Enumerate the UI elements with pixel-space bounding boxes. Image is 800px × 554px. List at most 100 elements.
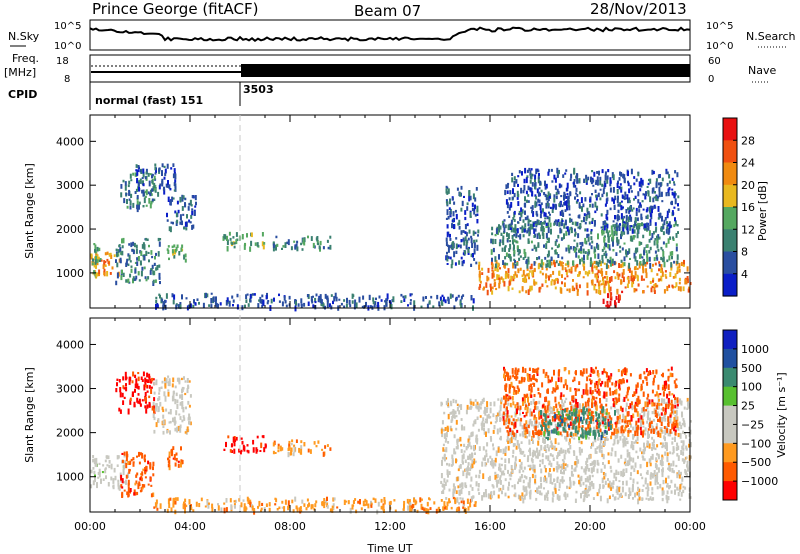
scatter-cell (162, 425, 165, 428)
scatter-cell (592, 466, 595, 472)
scatter-cell (600, 268, 603, 273)
scatter-cell (545, 449, 548, 453)
scatter-cell (554, 203, 557, 208)
scatter-cell (624, 492, 627, 497)
scatter-cell (486, 418, 488, 424)
scatter-cell (626, 452, 629, 458)
scatter-cell (167, 375, 170, 378)
scatter-cell (445, 188, 448, 194)
scatter-cell (644, 447, 646, 451)
scatter-cell (476, 244, 479, 251)
scatter-cell (94, 476, 96, 483)
scatter-cell (554, 416, 557, 422)
scatter-cell (188, 304, 190, 309)
scatter-cell (597, 281, 600, 287)
scatter-cell (260, 509, 262, 513)
scatter-cell (609, 187, 612, 193)
scatter-cell (495, 450, 498, 457)
scatter-cell (455, 415, 458, 418)
cpid-label: CPID (8, 88, 37, 101)
scatter-cell (557, 219, 560, 223)
scatter-cell (468, 472, 471, 476)
scatter-cell (555, 403, 558, 409)
scatter-cell (535, 246, 538, 252)
scatter-cell (459, 244, 462, 249)
scatter-cell (514, 376, 516, 379)
scatter-cell (153, 198, 156, 201)
scatter-cell (564, 435, 567, 440)
scatter-cell (586, 282, 589, 289)
scatter-cell (542, 233, 545, 239)
scatter-cell (450, 419, 453, 423)
scatter-cell (622, 468, 625, 472)
scatter-cell (445, 506, 448, 510)
scatter-cell (420, 503, 423, 510)
scatter-cell (537, 485, 540, 489)
scatter-cell (596, 280, 599, 283)
scatter-cell (516, 241, 519, 244)
scatter-cell (627, 429, 630, 433)
scatter-cell (669, 236, 672, 240)
scatter-cell (551, 247, 554, 250)
scatter-cell (675, 243, 678, 247)
scatter-cell (509, 190, 512, 195)
scatter-cell (629, 477, 632, 480)
scatter-cell (603, 437, 606, 441)
scatter-cell (642, 406, 645, 412)
scatter-cell (672, 276, 675, 279)
scatter-cell (115, 388, 118, 393)
scatter-cell (567, 205, 570, 208)
scatter-cell (495, 287, 498, 291)
scatter-cell (578, 271, 581, 275)
scatter-cell (119, 392, 122, 398)
scatter-cell (653, 284, 656, 287)
scatter-cell (402, 295, 405, 299)
scatter-cell (582, 276, 585, 279)
scatter-cell (485, 407, 488, 410)
scatter-cell (293, 444, 296, 448)
scatter-cell (531, 436, 534, 440)
scatter-cell (531, 271, 534, 277)
scatter-cell (555, 278, 557, 281)
scatter-cell (513, 181, 516, 187)
scatter-cell (288, 295, 291, 300)
scatter-cell (676, 403, 679, 407)
scatter-cell (629, 419, 632, 425)
colorbar-tick-label: 24 (741, 157, 755, 170)
scatter-cell (672, 446, 675, 451)
scatter-cell (578, 214, 581, 219)
scatter-cell (513, 233, 516, 237)
scatter-cell (247, 498, 250, 504)
scatter-cell (485, 408, 488, 413)
scatter-cell (686, 465, 689, 470)
scatter-cell (137, 372, 140, 375)
scatter-cell (134, 482, 137, 486)
scatter-cell (474, 197, 477, 202)
scatter-cell (510, 437, 513, 443)
scatter-cell (152, 492, 155, 497)
scatter-cell (679, 286, 682, 292)
scatter-cell (609, 286, 612, 292)
scatter-cell (163, 391, 166, 397)
scatter-cell (649, 496, 652, 501)
scatter-cell (506, 412, 509, 418)
scatter-cell (662, 479, 665, 485)
scatter-cell (629, 185, 632, 190)
scatter-cell (569, 445, 572, 450)
scatter-cell (462, 252, 465, 255)
scatter-cell (646, 244, 649, 248)
scatter-cell (561, 399, 564, 404)
scatter-cell (93, 470, 96, 475)
scatter-cell (478, 492, 481, 495)
scatter-cell (630, 225, 633, 228)
scatter-cell (651, 446, 653, 451)
scatter-cell (137, 165, 140, 169)
scatter-cell (656, 239, 659, 245)
scatter-cell (641, 179, 644, 186)
scatter-cell (504, 224, 507, 229)
scatter-cell (537, 440, 540, 446)
scatter-cell (532, 409, 535, 413)
scatter-cell (325, 499, 328, 504)
scatter-cell (557, 263, 560, 266)
scatter-cell (494, 239, 497, 244)
